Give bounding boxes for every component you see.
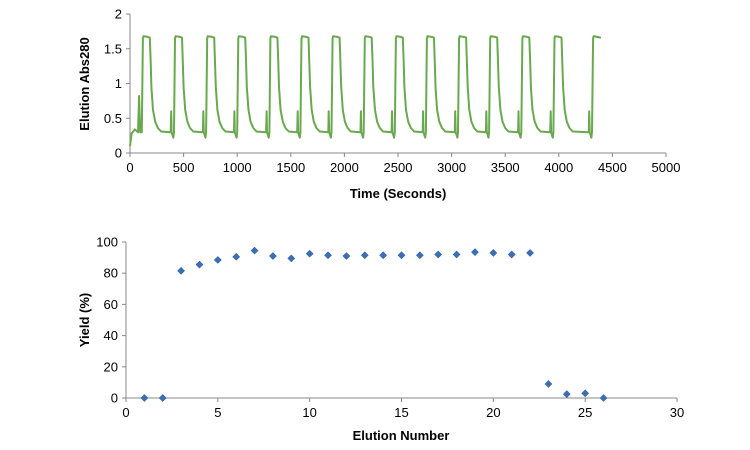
x-tick-label: 25 (578, 405, 592, 420)
yield-point (268, 252, 277, 260)
x-tick-label: 1500 (276, 160, 305, 175)
x-tick-label: 2500 (384, 160, 413, 175)
yield-point (379, 251, 388, 260)
x-tick-label: 3500 (491, 160, 520, 175)
yield-point (526, 248, 535, 257)
x-tick-label: 1000 (223, 160, 252, 175)
yield-point (195, 260, 204, 269)
yield-point (232, 252, 241, 261)
yield-point (360, 251, 369, 260)
yield-point (507, 250, 516, 259)
y-axis-title: Elution Abs280 (77, 37, 92, 130)
yield-point (397, 251, 406, 260)
y-tick-label: 80 (104, 266, 118, 281)
y-axis-title: Yield (%) (77, 293, 92, 347)
x-tick-label: 0 (122, 405, 129, 420)
yield-point (213, 255, 222, 264)
x-tick-label: 500 (173, 160, 195, 175)
yield-point (177, 266, 186, 275)
x-tick-label: 4500 (598, 160, 627, 175)
yield-point (581, 389, 590, 398)
y-tick-label: 100 (96, 235, 118, 250)
y-tick-label: 0.5 (104, 111, 122, 126)
yield-point (158, 394, 167, 402)
yield-point (599, 394, 608, 402)
yield-point (415, 251, 424, 260)
yield-point (544, 380, 553, 388)
x-tick-label: 3000 (437, 160, 466, 175)
yield-point (140, 394, 149, 402)
y-tick-label: 1 (115, 76, 122, 91)
yield-point (324, 251, 332, 260)
yield-point (489, 248, 498, 257)
x-tick-label: 15 (394, 405, 408, 420)
absorbance-chart: Elution Abs280 Time (Seconds) 0 500 1000 15… (77, 7, 680, 202)
yield-chart: Yield (%) Elution Number 0 5 10 15 20 25 30 0 20… (77, 235, 684, 444)
absorbance-series-line (129, 35, 602, 147)
y-tick-label: 1.5 (104, 41, 122, 56)
yield-point (452, 250, 461, 259)
y-tick-label: 2 (115, 7, 122, 22)
yield-point (305, 249, 314, 258)
x-tick-label: 20 (486, 405, 500, 420)
x-tick-label: 5000 (652, 160, 681, 175)
y-tick-label: 0 (115, 146, 122, 161)
yield-point (562, 390, 571, 399)
yield-point (342, 252, 351, 260)
yield-point (434, 250, 443, 259)
yield-point (250, 246, 259, 255)
x-tick-label: 5 (214, 405, 221, 420)
x-axis-title: Time (Seconds) (350, 186, 447, 201)
y-tick-label: 20 (104, 359, 118, 374)
yield-point (287, 254, 296, 263)
y-tick-label: 40 (104, 328, 118, 343)
y-tick-label: 0 (111, 391, 118, 406)
yield-point (471, 248, 479, 257)
x-tick-label: 30 (670, 405, 684, 420)
x-tick-label: 0 (126, 160, 133, 175)
x-tick-label: 10 (302, 405, 316, 420)
y-tick-label: 60 (104, 297, 118, 312)
x-axis-title: Elution Number (353, 428, 450, 443)
x-tick-label: 2000 (330, 160, 359, 175)
x-tick-label: 4000 (544, 160, 573, 175)
